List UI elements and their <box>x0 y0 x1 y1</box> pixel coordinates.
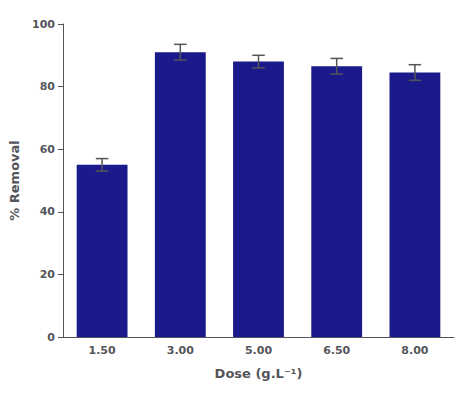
svg-text:60: 60 <box>40 143 56 156</box>
svg-text:Dose (g.L⁻¹): Dose (g.L⁻¹) <box>215 366 303 381</box>
svg-text:% Removal: % Removal <box>7 140 22 221</box>
svg-text:8.00: 8.00 <box>401 344 428 357</box>
svg-text:3.00: 3.00 <box>167 344 194 357</box>
svg-text:0: 0 <box>47 331 55 344</box>
svg-text:40: 40 <box>40 205 56 218</box>
svg-text:5.00: 5.00 <box>245 344 272 357</box>
svg-text:100: 100 <box>32 18 55 31</box>
svg-text:6.50: 6.50 <box>323 344 350 357</box>
svg-text:80: 80 <box>40 80 56 93</box>
svg-text:20: 20 <box>40 268 56 281</box>
svg-text:1.50: 1.50 <box>89 344 116 357</box>
